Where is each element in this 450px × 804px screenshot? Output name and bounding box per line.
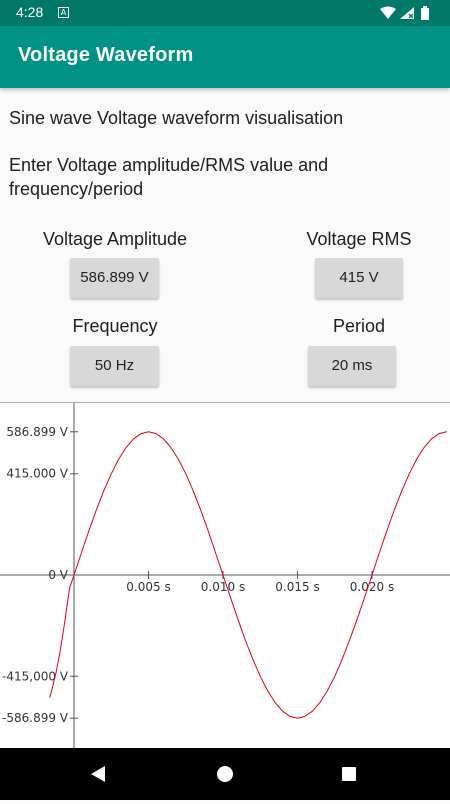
recents-button[interactable]: [325, 753, 375, 795]
back-button[interactable]: [75, 753, 125, 795]
waveform-chart-svg: 586.899 V 415.000 V 0 V -415,000 V -586.899 …: [0, 403, 450, 749]
status-time: 4:28: [16, 4, 44, 20]
amplitude-button[interactable]: 586.899 V: [70, 258, 159, 298]
y-tick-label: 415.000 V: [6, 467, 68, 481]
y-tick-label: 0 V: [48, 568, 68, 582]
signal-icon: [400, 7, 414, 19]
battery-icon: [421, 6, 429, 20]
frequency-label: Frequency: [72, 316, 158, 336]
rms-label: Voltage RMS: [306, 229, 412, 249]
nav-icons: [75, 753, 375, 795]
wifi-icon: [380, 6, 396, 20]
app-title: Voltage Waveform: [18, 44, 194, 66]
recents-icon: [342, 767, 356, 781]
navigation-bar: [0, 748, 450, 800]
notification-icon: A: [58, 7, 69, 18]
frequency-button[interactable]: 50 Hz: [70, 346, 159, 386]
y-tick-label: -415,000 V: [2, 669, 69, 683]
y-tick-label: -586.899 V: [2, 711, 69, 725]
app-bar: Voltage Waveform: [0, 26, 450, 88]
status-icons: [380, 6, 429, 20]
rms-button[interactable]: 415 V: [315, 258, 403, 298]
home-button[interactable]: [200, 753, 250, 795]
back-icon: [91, 766, 105, 782]
x-tick-label: 0.005 s: [126, 580, 170, 594]
amplitude-label: Voltage Amplitude: [42, 229, 188, 249]
waveform-chart[interactable]: 586.899 V 415.000 V 0 V -415,000 V -586.899 …: [0, 402, 450, 749]
x-tick-label: 0.020 s: [350, 580, 394, 594]
period-button[interactable]: 20 ms: [308, 346, 396, 386]
status-bar: 4:28 A: [0, 0, 450, 26]
home-icon: [217, 766, 233, 782]
y-tick-label: 586.899 V: [6, 425, 68, 439]
intro-text: Sine wave Voltage waveform visualisation: [9, 108, 344, 128]
x-tick-label: 0.015 s: [275, 580, 319, 594]
instruction-text: Enter Voltage amplitude/RMS value and fr…: [9, 155, 329, 199]
sine-wave-series: [49, 431, 447, 719]
period-label: Period: [332, 316, 386, 336]
x-tick-label: 0.010 s: [201, 580, 245, 594]
